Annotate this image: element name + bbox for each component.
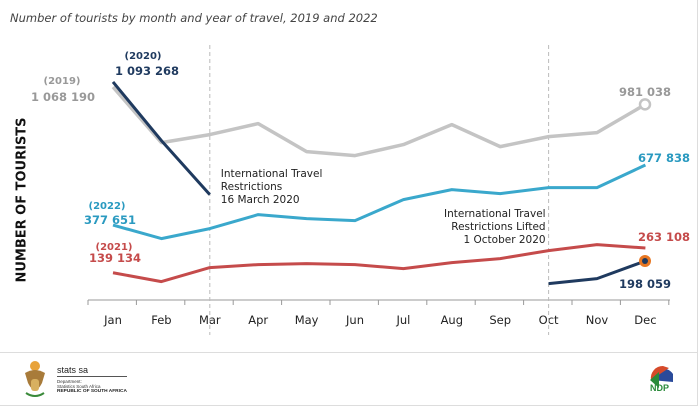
footer: stats sa Department: Statistics South Af… xyxy=(0,353,698,406)
x-tick-label: Nov xyxy=(586,313,609,327)
data-label: 1 068 190 xyxy=(31,90,95,104)
series-name-label: (2019) xyxy=(44,76,81,87)
chart-title: Number of tourists by month and year of … xyxy=(10,11,378,25)
x-tick-label: Jun xyxy=(345,313,364,327)
data-label: 377 651 xyxy=(84,213,136,227)
x-tick-label: Dec xyxy=(634,313,656,327)
annotation-text: Restrictions xyxy=(221,181,282,193)
logo-divider xyxy=(57,376,127,377)
x-tick-label: Aug xyxy=(441,313,463,327)
annotation-text: 1 October 2020 xyxy=(463,234,545,246)
end-marker xyxy=(642,257,648,264)
series-line-2019 xyxy=(111,85,647,158)
chart-panel: Number of tourists by month and year of … xyxy=(0,0,698,353)
x-tick-label: Jul xyxy=(395,313,410,327)
annotation-text: International Travel xyxy=(444,208,546,220)
data-label: 981 038 xyxy=(619,85,671,99)
ndp-logo xyxy=(650,365,673,388)
data-label: 198 059 xyxy=(619,277,671,291)
series-line-2022 xyxy=(112,163,647,241)
series-name-label: (2021) xyxy=(96,242,133,253)
x-tick-label: Apr xyxy=(248,313,268,327)
x-tick-label: Sep xyxy=(489,313,511,327)
end-marker xyxy=(638,98,652,111)
annotation-text: International Travel xyxy=(221,168,323,180)
data-label: 263 108 xyxy=(638,230,690,244)
ndp-text: NDP xyxy=(650,383,670,393)
line-chart: Jan Feb Mar Apr May Jun Jul Aug Sep Oct Nov DecInte… xyxy=(31,45,690,335)
stats-sa-brand: stats sa xyxy=(57,365,89,375)
annotation-text: 16 March 2020 xyxy=(221,194,300,206)
annotation-text: Restrictions Lifted xyxy=(451,221,545,233)
series-line-2021 xyxy=(112,243,646,284)
data-label: 1 093 268 xyxy=(115,64,179,78)
x-tick-label: May xyxy=(295,313,319,327)
x-tick-label: Jan xyxy=(103,313,122,327)
data-label: 677 838 xyxy=(638,151,690,165)
coat-of-arms-logo xyxy=(25,361,45,397)
country-name: REPUBLIC OF SOUTH AFRICA xyxy=(57,389,127,394)
series-name-label: (2022) xyxy=(89,201,126,212)
dept-line-1: Department: xyxy=(57,379,82,384)
dept-line-2: Statistics South Africa xyxy=(57,384,101,389)
series-name-label: (2020) xyxy=(125,51,162,62)
x-tick-label: Feb xyxy=(151,313,171,327)
data-label: 139 134 xyxy=(89,251,141,265)
